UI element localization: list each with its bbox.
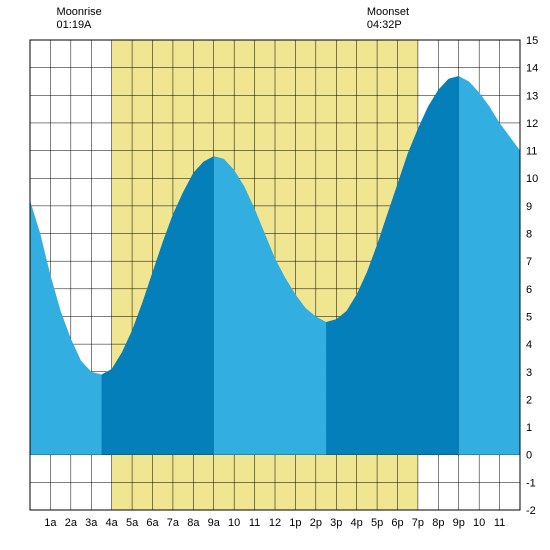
x-tick-label: 1a [44, 517, 57, 529]
moonset-title: Moonset [367, 6, 409, 19]
x-tick-label: 9a [208, 517, 221, 529]
x-tick-label: 4a [106, 517, 119, 529]
moonset-label: Moonset 04:32P [367, 6, 409, 32]
x-tick-label: 1p [289, 517, 301, 529]
y-tick-label: 1 [526, 422, 532, 434]
x-tick-label: 3a [85, 517, 98, 529]
moonrise-time: 01:19A [57, 19, 102, 32]
y-tick-label: 4 [526, 339, 532, 351]
y-tick-label: 9 [526, 201, 532, 213]
y-tick-label: 13 [526, 90, 538, 102]
y-tick-label: 7 [526, 256, 532, 268]
y-tick-label: -2 [526, 505, 536, 517]
y-tick-label: 0 [526, 450, 532, 462]
y-tick-label: 2 [526, 394, 532, 406]
y-tick-label: 8 [526, 229, 532, 241]
x-tick-label: 9p [453, 517, 465, 529]
x-tick-label: 6p [391, 517, 403, 529]
x-tick-label: 12 [269, 517, 281, 529]
x-tick-label: 10 [228, 517, 240, 529]
x-tick-label: 7p [412, 517, 424, 529]
y-tick-label: 15 [526, 35, 538, 47]
x-tick-label: 2p [310, 517, 322, 529]
moonset-time: 04:32P [367, 19, 409, 32]
x-tick-label: 5a [126, 517, 139, 529]
y-tick-label: 6 [526, 284, 532, 296]
x-tick-label: 11 [494, 517, 505, 529]
y-tick-label: 12 [526, 118, 538, 130]
x-tick-label: 11 [249, 517, 260, 529]
y-tick-label: 11 [526, 146, 537, 158]
x-tick-label: 3p [330, 517, 342, 529]
x-tick-label: 2a [65, 517, 78, 529]
x-tick-label: 7a [167, 517, 180, 529]
y-tick-label: 14 [526, 63, 538, 75]
tide-chart: Moonrise 01:19A Moonset 04:32P 151413121… [0, 0, 550, 550]
x-tick-label: 8p [432, 517, 444, 529]
x-tick-label: 6a [146, 517, 159, 529]
moonrise-label: Moonrise 01:19A [57, 6, 102, 32]
y-tick-label: 5 [526, 311, 532, 323]
y-tick-label: 3 [526, 367, 532, 379]
chart-svg: 1514131211109876543210-1-21a2a3a4a5a6a7a… [0, 0, 550, 550]
y-tick-label: 10 [526, 173, 538, 185]
moonrise-title: Moonrise [57, 6, 102, 19]
x-tick-label: 10 [473, 517, 485, 529]
x-tick-label: 8a [187, 517, 200, 529]
x-tick-label: 5p [371, 517, 383, 529]
y-tick-label: -1 [526, 477, 536, 489]
x-tick-label: 4p [351, 517, 363, 529]
